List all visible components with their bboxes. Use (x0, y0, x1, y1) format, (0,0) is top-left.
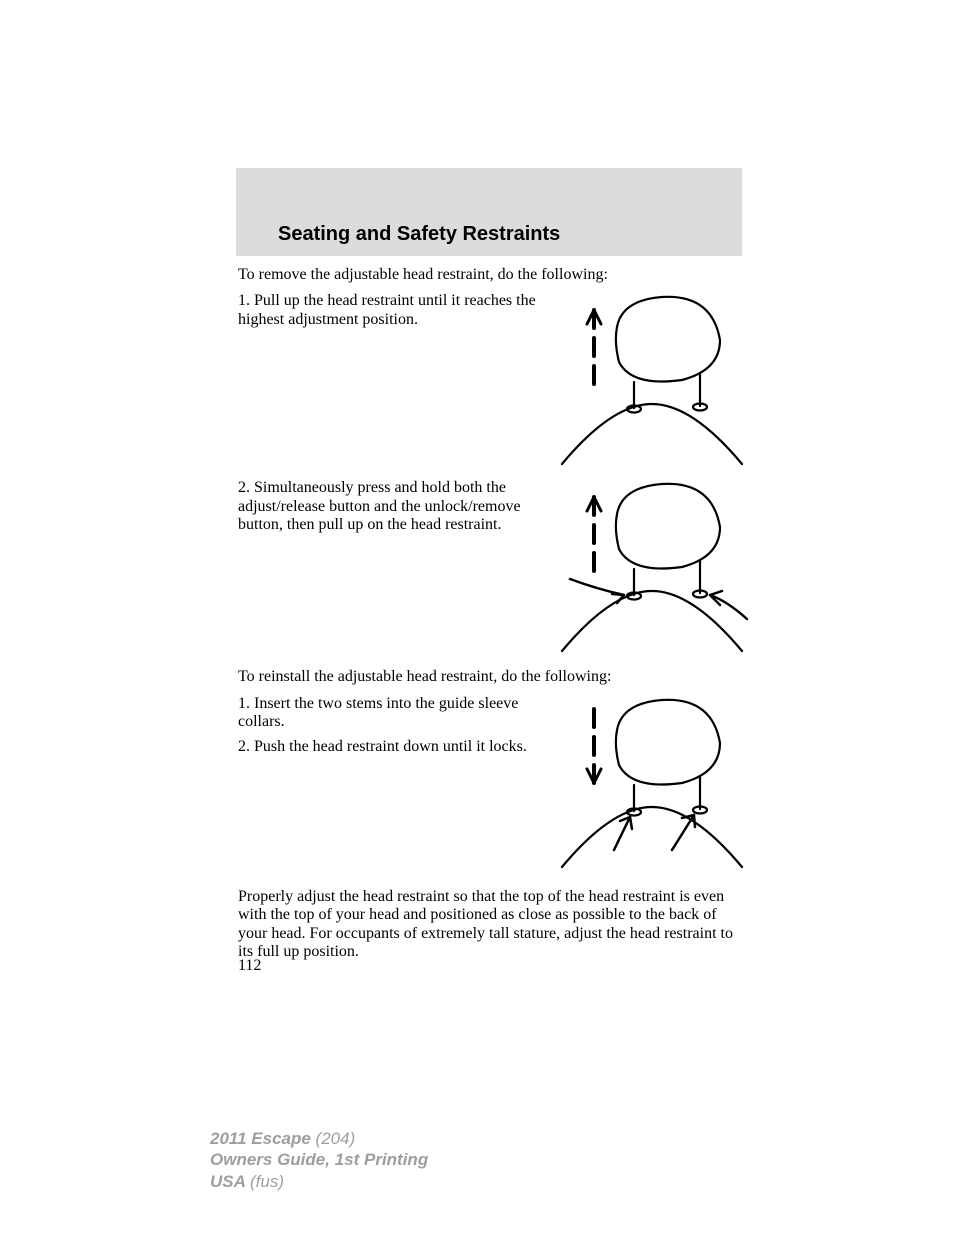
footer-market-rest: (fus) (250, 1172, 284, 1191)
step-i2-text: 2. Push the head restraint down until it… (238, 738, 536, 756)
figure-2 (552, 479, 752, 654)
section-header: Seating and Safety Restraints (236, 168, 742, 256)
step-i1-text: 1. Insert the two stems into the guide s… (238, 695, 536, 732)
step-r2-text: 2. Simultaneously press and hold both th… (238, 479, 536, 654)
remove-intro: To remove the adjustable head restraint,… (238, 266, 740, 284)
reinstall-steps: 1. Insert the two stems into the guide s… (238, 695, 536, 870)
footer-market-bold: USA (210, 1172, 250, 1191)
footer-line-2: Owners Guide, 1st Printing (210, 1149, 428, 1170)
reinstall-intro: To reinstall the adjustable head restrai… (238, 668, 740, 686)
step-r1-text: 1. Pull up the head restraint until it r… (238, 292, 536, 467)
page-content: To remove the adjustable head restraint,… (238, 266, 740, 961)
figure-3 (552, 695, 752, 870)
footer: 2011 Escape (204) Owners Guide, 1st Prin… (210, 1128, 428, 1192)
footer-model-bold: 2011 Escape (210, 1129, 316, 1148)
closing-paragraph: Properly adjust the head restraint so th… (238, 888, 740, 962)
step-row-1: 1. Pull up the head restraint until it r… (238, 292, 740, 467)
step-row-2: 2. Simultaneously press and hold both th… (238, 479, 740, 654)
footer-model-rest: (204) (316, 1129, 356, 1148)
page-number: 112 (238, 957, 261, 975)
section-title: Seating and Safety Restraints (278, 223, 560, 246)
figure-1 (552, 292, 752, 467)
footer-line-3: USA (fus) (210, 1171, 428, 1192)
footer-line-1: 2011 Escape (204) (210, 1128, 428, 1149)
step-row-3: 1. Insert the two stems into the guide s… (238, 695, 740, 870)
